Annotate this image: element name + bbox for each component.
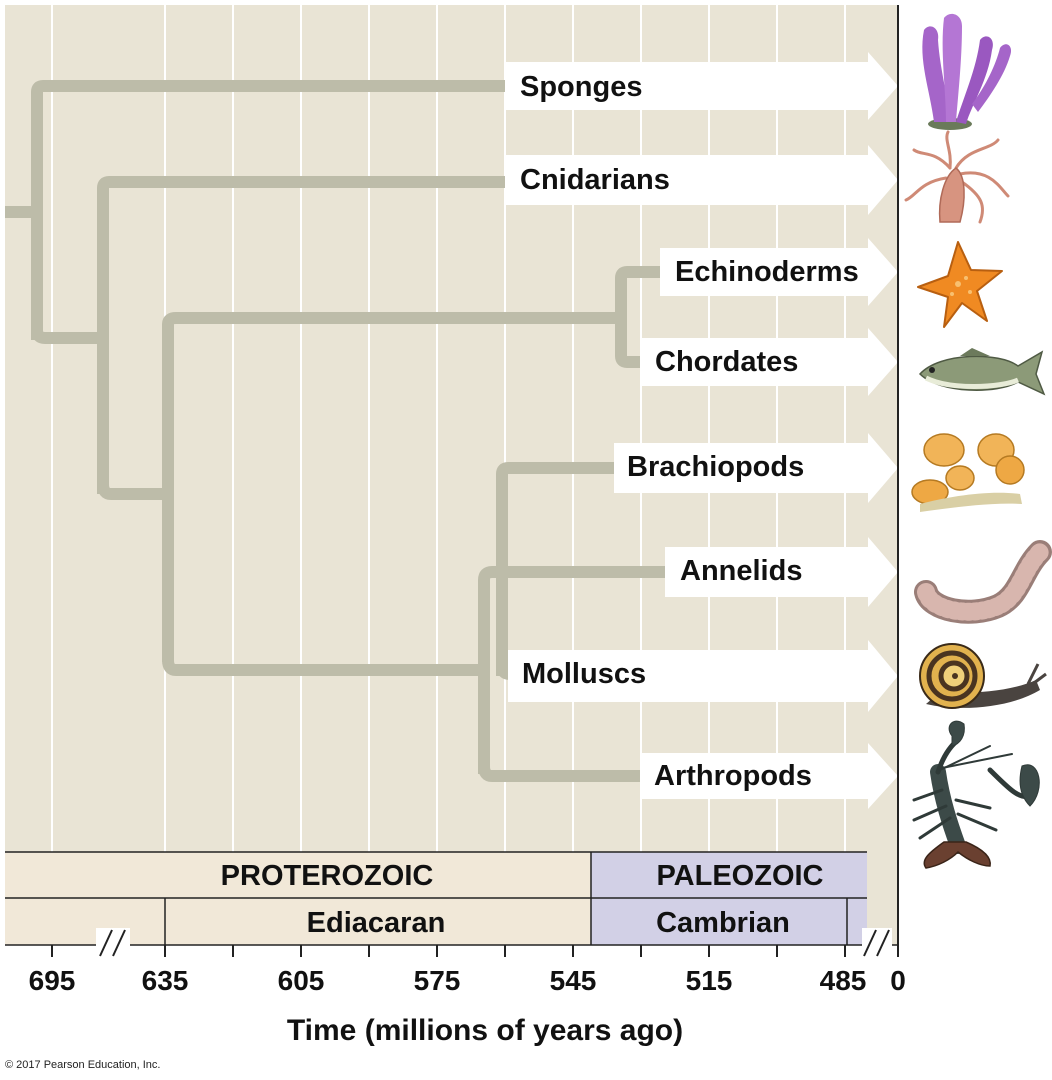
tick-label: 0 — [890, 965, 906, 996]
arrow-brachiopods — [614, 433, 898, 503]
branch-protostomes — [162, 659, 484, 676]
label-arrows — [505, 52, 898, 809]
label-annelids: Annelids — [680, 555, 802, 587]
period-cambrian-label: Cambrian — [656, 907, 790, 939]
period-pre-ediacaran-band — [5, 898, 165, 945]
branch-echinoderms — [615, 266, 665, 318]
period-cambrian-band — [591, 898, 847, 945]
branch-eumetazoa — [31, 329, 103, 344]
branch-lophotrochozoa — [496, 462, 620, 676]
label-echinoderms: Echinoderms — [675, 256, 859, 288]
time-bands: PROTEROZOIC PALEOZOIC Ediacaran Cambrian — [5, 851, 898, 946]
snail-icon — [919, 643, 1047, 709]
tick-label: 515 — [686, 965, 733, 996]
jellyfish-icon — [904, 130, 1010, 224]
sponge-icon — [922, 13, 1012, 130]
branch-deuterostomes — [162, 312, 621, 662]
label-cnidarians: Cnidarians — [520, 164, 670, 196]
label-sponges: Sponges — [520, 71, 642, 103]
label-arthropods: Arthropods — [654, 760, 812, 792]
axis-break-marks — [96, 928, 892, 957]
arrow-molluscs — [508, 640, 898, 712]
arrow-chordates — [640, 328, 898, 396]
branch-sponges — [31, 80, 510, 340]
arrow-annelids — [665, 537, 898, 607]
arrow-arthropods — [640, 743, 898, 809]
taxon-labels: Sponges Cnidarians Echinoderms Chordates… — [520, 71, 859, 792]
era-paleozoic-band — [591, 852, 867, 898]
branch-cnidarians — [97, 176, 510, 494]
label-chordates: Chordates — [655, 346, 798, 378]
tick-label: 635 — [142, 965, 189, 996]
arrow-cnidarians — [505, 145, 898, 215]
x-axis-title: Time (millions of years ago) — [287, 1014, 683, 1047]
era-proterozoic-band — [5, 852, 591, 898]
brachiopod-icon — [911, 433, 1025, 512]
label-molluscs: Molluscs — [522, 658, 646, 690]
branch-chordates — [615, 318, 645, 368]
arrow-echinoderms — [660, 238, 898, 306]
branch-arthropods — [478, 765, 645, 782]
tick-label: 575 — [414, 965, 461, 996]
tick-label: 545 — [550, 965, 597, 996]
tree-branches — [5, 80, 670, 782]
lobster-icon — [912, 720, 1040, 869]
branch-protostome-split — [478, 566, 502, 774]
label-brachiopods: Brachiopods — [627, 451, 804, 483]
starfish-icon — [917, 241, 1003, 328]
period-ediacaran-band — [165, 898, 591, 945]
tick-label: 485 — [820, 965, 867, 996]
branch-bilateria — [97, 483, 168, 500]
fish-icon — [918, 348, 1046, 396]
axis-tick-marks — [51, 945, 899, 957]
arrow-sponges — [505, 52, 898, 120]
copyright-notice: © 2017 Pearson Education, Inc. — [5, 1059, 160, 1071]
tick-label: 695 — [29, 965, 76, 996]
period-ediacaran-label: Ediacaran — [307, 907, 446, 939]
axis-tick-labels: 695 635 605 575 545 515 485 0 — [29, 965, 906, 996]
era-paleozoic-label: PALEOZOIC — [656, 860, 823, 892]
era-proterozoic-label: PROTEROZOIC — [221, 860, 434, 892]
worm-icon — [914, 540, 1052, 624]
tick-label: 605 — [278, 965, 325, 996]
